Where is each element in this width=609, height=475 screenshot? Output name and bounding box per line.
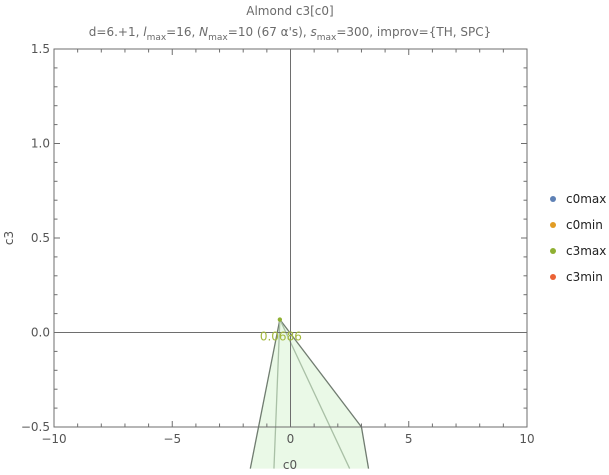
subtitle-nmax-value: 10 (67 α's) <box>238 25 303 39</box>
legend-marker-c0min <box>550 222 556 228</box>
marked-point-layer: 0.0686 <box>260 317 302 344</box>
x-tick-label: 5 <box>405 432 413 446</box>
legend-marker-c3max <box>550 248 556 254</box>
legend-label-c0max: c0max <box>566 192 606 206</box>
y-tick-label: 0.5 <box>31 231 50 245</box>
allowed-region <box>249 319 370 469</box>
y-tick-label: 1.5 <box>31 42 50 56</box>
x-axis-label: c0 <box>283 458 297 472</box>
x-tick-label: 10 <box>519 432 534 446</box>
y-tick-label: 1.0 <box>31 137 50 151</box>
region-edge-2 <box>249 319 281 469</box>
subtitle-smax-value: 300 <box>346 25 369 39</box>
subtitle-lmax-value: 16 <box>176 25 191 39</box>
region-inner-line-0 <box>273 319 281 469</box>
region-fill <box>250 319 369 469</box>
chart-subtitle: d=6.+1, lmax=16, Nmax=10 (67 α's), smax=… <box>89 25 491 43</box>
legend-label-c3max: c3max <box>566 244 606 258</box>
subtitle-improv-value: {TH, SPC} <box>429 25 491 39</box>
legend-label-c0min: c0min <box>566 218 603 232</box>
y-tick-label: 0.0 <box>31 326 50 340</box>
y-axis-label: c3 <box>2 231 16 245</box>
legend-marker-c0max <box>550 196 556 202</box>
x-tick-label: −10 <box>41 432 66 446</box>
region-edge-1 <box>360 426 370 469</box>
subtitle-d-value: 6.+1 <box>106 25 135 39</box>
x-tick-label: 0 <box>287 432 295 446</box>
chart-title: Almond c3[c0] <box>246 4 333 18</box>
marked-point <box>277 317 283 322</box>
plot-frame: −10 −5 0 5 10 −0.5 0.0 0.5 1.0 1.5 <box>21 42 535 446</box>
legend: c0max c0min c3max c3min <box>550 192 606 284</box>
legend-label-c3min: c3min <box>566 270 603 284</box>
region-inner-line-1 <box>279 319 351 469</box>
legend-marker-c3min <box>550 274 556 280</box>
y-tick-label: −0.5 <box>21 420 50 434</box>
marked-point-label: 0.0686 <box>260 330 302 344</box>
region-edge-0 <box>279 319 362 428</box>
x-tick-label: −5 <box>163 432 181 446</box>
